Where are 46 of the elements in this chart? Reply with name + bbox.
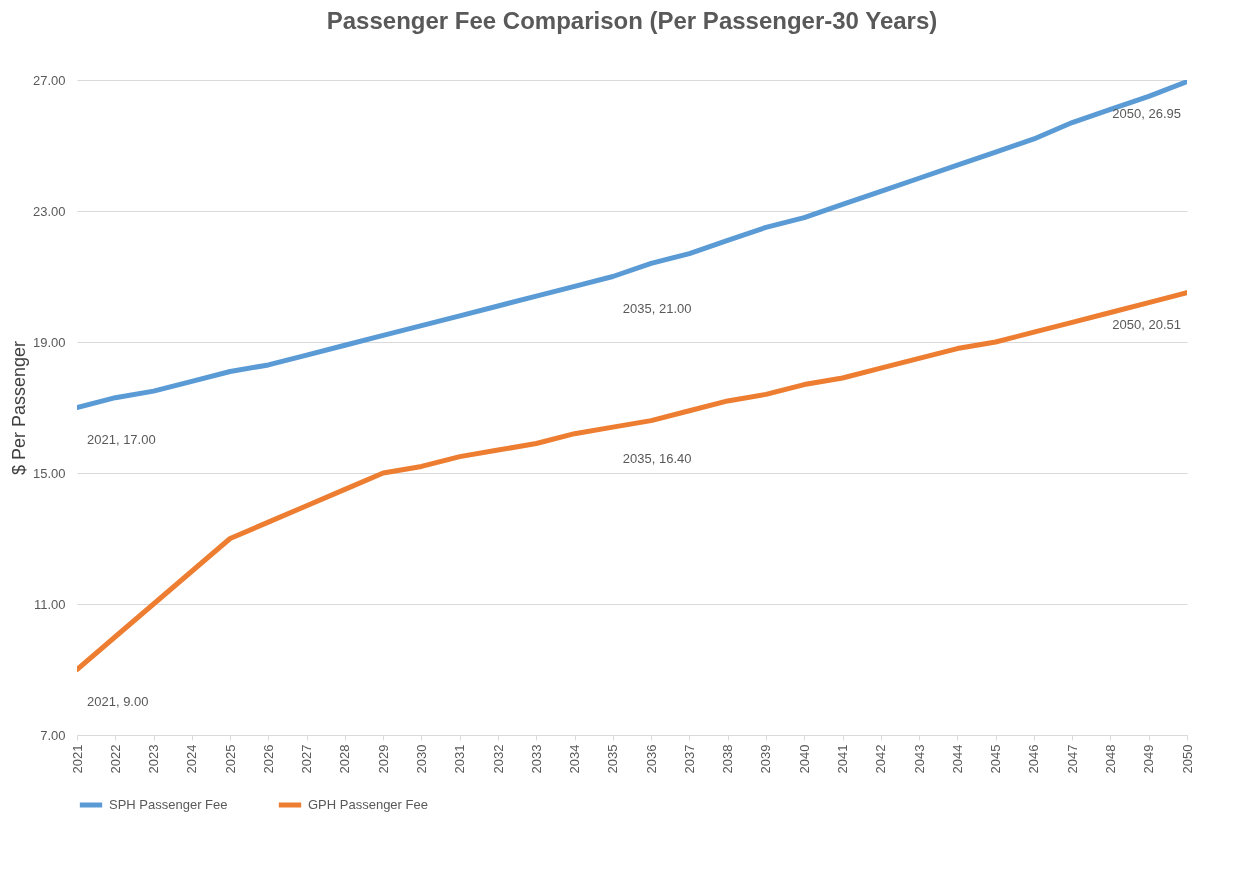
x-tick-label: 2024	[184, 744, 200, 774]
x-tick-label: 2036	[643, 744, 659, 774]
x-tick-label: 2030	[413, 744, 429, 774]
legend-label: GPH Passenger Fee	[308, 797, 428, 812]
x-tick-label: 2046	[1026, 744, 1042, 774]
x-tick-label: 2029	[375, 744, 391, 774]
x-tick-label: 2034	[567, 744, 583, 774]
y-tick-label: 7.00	[40, 727, 66, 743]
chart-title: Passenger Fee Comparison (Per Passenger-30 Years)	[326, 7, 938, 34]
x-tick-label: 2048	[1102, 744, 1118, 774]
x-tick-label: 2037	[681, 744, 697, 774]
x-tick-label: 2027	[299, 744, 315, 774]
y-tick-label: 11.00	[33, 596, 66, 612]
annotation: 2021, 9.00	[87, 693, 149, 709]
x-tick-label: 2025	[222, 744, 238, 774]
x-tick-label: 2022	[107, 744, 123, 774]
annotation: 2021, 17.00	[87, 431, 156, 447]
x-tick-label: 2031	[452, 744, 468, 774]
x-tick-label: 2047	[1064, 744, 1080, 774]
x-tick-label: 2045	[988, 744, 1004, 774]
annotation: 2035, 16.40	[622, 451, 692, 467]
annotation: 2050, 26.95	[1112, 105, 1181, 121]
x-tick-label: 2023	[146, 744, 162, 774]
y-tick-label: 27.00	[32, 72, 66, 88]
x-tick-label: 2021	[69, 744, 85, 774]
y-axis-title: $ Per Passenger	[8, 340, 29, 476]
x-tick-label: 2028	[337, 744, 353, 774]
x-tick-label: 2050	[1179, 744, 1195, 774]
x-tick-label: 2032	[490, 744, 506, 774]
x-tick-label: 2049	[1141, 744, 1157, 774]
annotation: 2050, 20.51	[1112, 316, 1181, 332]
x-tick-label: 2043	[911, 744, 927, 774]
x-tick-label: 2038	[720, 744, 736, 774]
y-tick-label: 15.00	[32, 465, 66, 481]
x-tick-label: 2039	[758, 744, 774, 774]
x-tick-label: 2035	[605, 744, 621, 774]
x-tick-label: 2033	[528, 744, 544, 774]
x-tick-label: 2041	[835, 744, 851, 774]
legend-label: SPH Passenger Fee	[109, 797, 228, 812]
x-tick-label: 2042	[873, 744, 889, 774]
annotation: 2035, 21.00	[622, 300, 692, 316]
y-tick-label: 23.00	[32, 203, 66, 219]
x-tick-label: 2040	[796, 744, 812, 774]
y-tick-label: 19.00	[32, 334, 66, 350]
x-tick-label: 2026	[260, 744, 276, 774]
x-tick-label: 2044	[949, 744, 965, 774]
